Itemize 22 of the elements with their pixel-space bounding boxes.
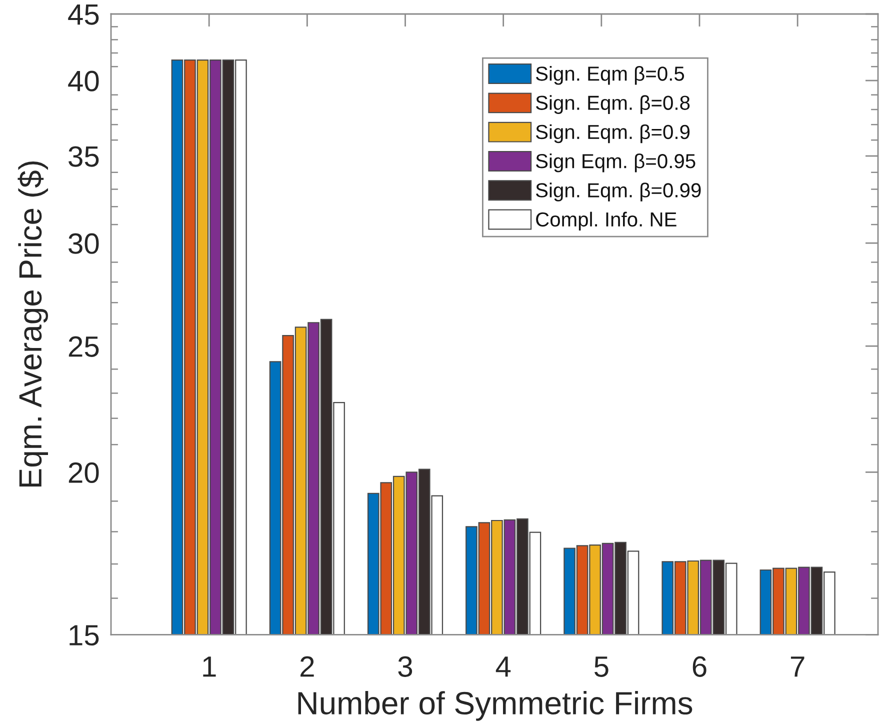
legend-label: Sign. Eqm. β=0.99	[536, 182, 701, 202]
y-tick-label: 35	[68, 146, 99, 167]
legend-label: Compl. Info. NE	[536, 212, 676, 231]
x-axis-title: Number of Symmetric Firms	[298, 691, 692, 721]
x-tick-label: 7	[790, 656, 804, 677]
legend-label: Sign. Eqm β=0.5	[536, 66, 684, 85]
x-tick-label: 2	[300, 656, 314, 677]
x-tick-label: 1	[203, 656, 216, 677]
y-tick-label: 45	[68, 4, 99, 25]
x-tick-label: 5	[594, 656, 608, 677]
legend-label: Sign. Eqm. β=0.9	[536, 124, 690, 144]
y-tick-label: 25	[68, 336, 99, 357]
y-tick-label: 20	[68, 462, 99, 484]
legend-label: Sign. Eqm. β=0.8	[536, 95, 690, 114]
y-tick-label: 15	[70, 625, 99, 646]
x-tick-label: 4	[496, 656, 511, 677]
y-tick-label: 40	[68, 70, 99, 92]
y-tick-label: 30	[68, 233, 99, 254]
x-tick-label: 3	[398, 656, 412, 677]
y-axis-title: Eqm. Average Price ($)	[18, 161, 48, 487]
x-tick-label: 6	[692, 656, 706, 677]
legend-label: Sign Eqm. β=0.95	[536, 153, 696, 172]
